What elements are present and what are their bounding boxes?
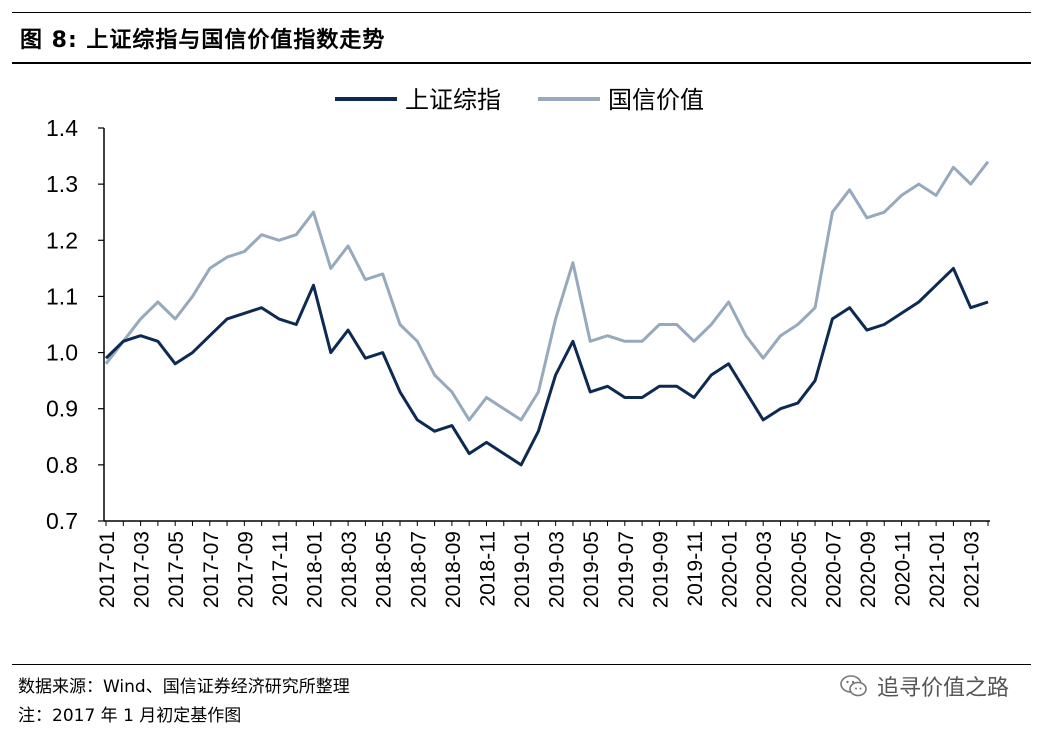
series-line bbox=[104, 266, 989, 467]
note-text: 注：2017 年 1 月初定基作图 bbox=[18, 706, 242, 726]
y-tick-label: 0.9 bbox=[46, 396, 78, 422]
x-tick-label: 2018-05 bbox=[373, 531, 396, 608]
x-tick-label: 2019-01 bbox=[511, 531, 534, 608]
x-tick-label: 2019-09 bbox=[649, 531, 672, 608]
x-tick-label: 2017-09 bbox=[234, 531, 257, 608]
x-tick-label: 2018-01 bbox=[304, 531, 327, 608]
x-tick-label: 2020-11 bbox=[892, 531, 915, 607]
y-tick-label: 0.8 bbox=[46, 452, 78, 478]
x-tick-label: 2018-11 bbox=[476, 531, 499, 607]
x-tick-label: 2019-07 bbox=[615, 531, 638, 608]
header-rule-bottom bbox=[12, 62, 1031, 64]
x-tick-label: 2020-05 bbox=[788, 531, 811, 608]
x-tick-label: 2020-09 bbox=[857, 531, 880, 608]
x-tick-label: 2018-03 bbox=[338, 531, 361, 608]
x-tick-label: 2020-03 bbox=[753, 531, 776, 608]
line-chart: 0.7 0.8 0.9 1.0 1.1 1.2 1.3 1.4 2017-01 2017-03 20… bbox=[46, 87, 990, 608]
legend-label: 国信价值 bbox=[608, 87, 704, 114]
y-tick-label: 1.3 bbox=[46, 171, 78, 197]
x-tick-label: 2017-01 bbox=[96, 531, 119, 608]
x-tick-label: 2019-11 bbox=[684, 531, 707, 607]
brand-name: 追寻价值之路 bbox=[876, 676, 1009, 701]
figure-title: 图 8: 上证综指与国信价值指数走势 bbox=[20, 28, 386, 53]
x-tick-label: 2018-09 bbox=[442, 531, 465, 608]
wechat-icon bbox=[840, 675, 867, 697]
x-tick-label: 2017-05 bbox=[165, 531, 188, 608]
y-tick-label: 1.4 bbox=[46, 115, 78, 141]
x-tick-label: 2017-11 bbox=[269, 531, 292, 607]
x-tick-label: 2017-03 bbox=[131, 531, 154, 608]
y-tick-label: 1.0 bbox=[46, 340, 78, 366]
x-tick-label: 2021-03 bbox=[961, 531, 984, 608]
header-rule-top bbox=[12, 12, 1031, 13]
legend-label: 上证综指 bbox=[405, 87, 501, 114]
x-tick-label: 2019-05 bbox=[580, 531, 603, 608]
y-tick-label: 0.7 bbox=[46, 508, 78, 534]
data-source-text: 数据来源：Wind、国信证券经济研究所整理 bbox=[18, 677, 350, 697]
x-tick-label: 2018-07 bbox=[407, 531, 430, 608]
footer-rule bbox=[12, 664, 1031, 665]
x-tick-label: 2020-07 bbox=[822, 531, 845, 608]
x-tick-label: 2020-01 bbox=[719, 531, 742, 608]
y-tick-label: 1.1 bbox=[46, 283, 78, 309]
series-line bbox=[104, 160, 990, 422]
x-tick-label: 2021-01 bbox=[926, 531, 949, 608]
x-tick-label: 2019-03 bbox=[546, 531, 569, 608]
brand-watermark: 追寻价值之路 bbox=[839, 670, 1009, 702]
x-tick-label: 2017-07 bbox=[200, 531, 223, 608]
figure-header: 图 8: 上证综指与国信价值指数走势 bbox=[0, 0, 1043, 64]
y-tick-label: 1.2 bbox=[46, 227, 78, 253]
